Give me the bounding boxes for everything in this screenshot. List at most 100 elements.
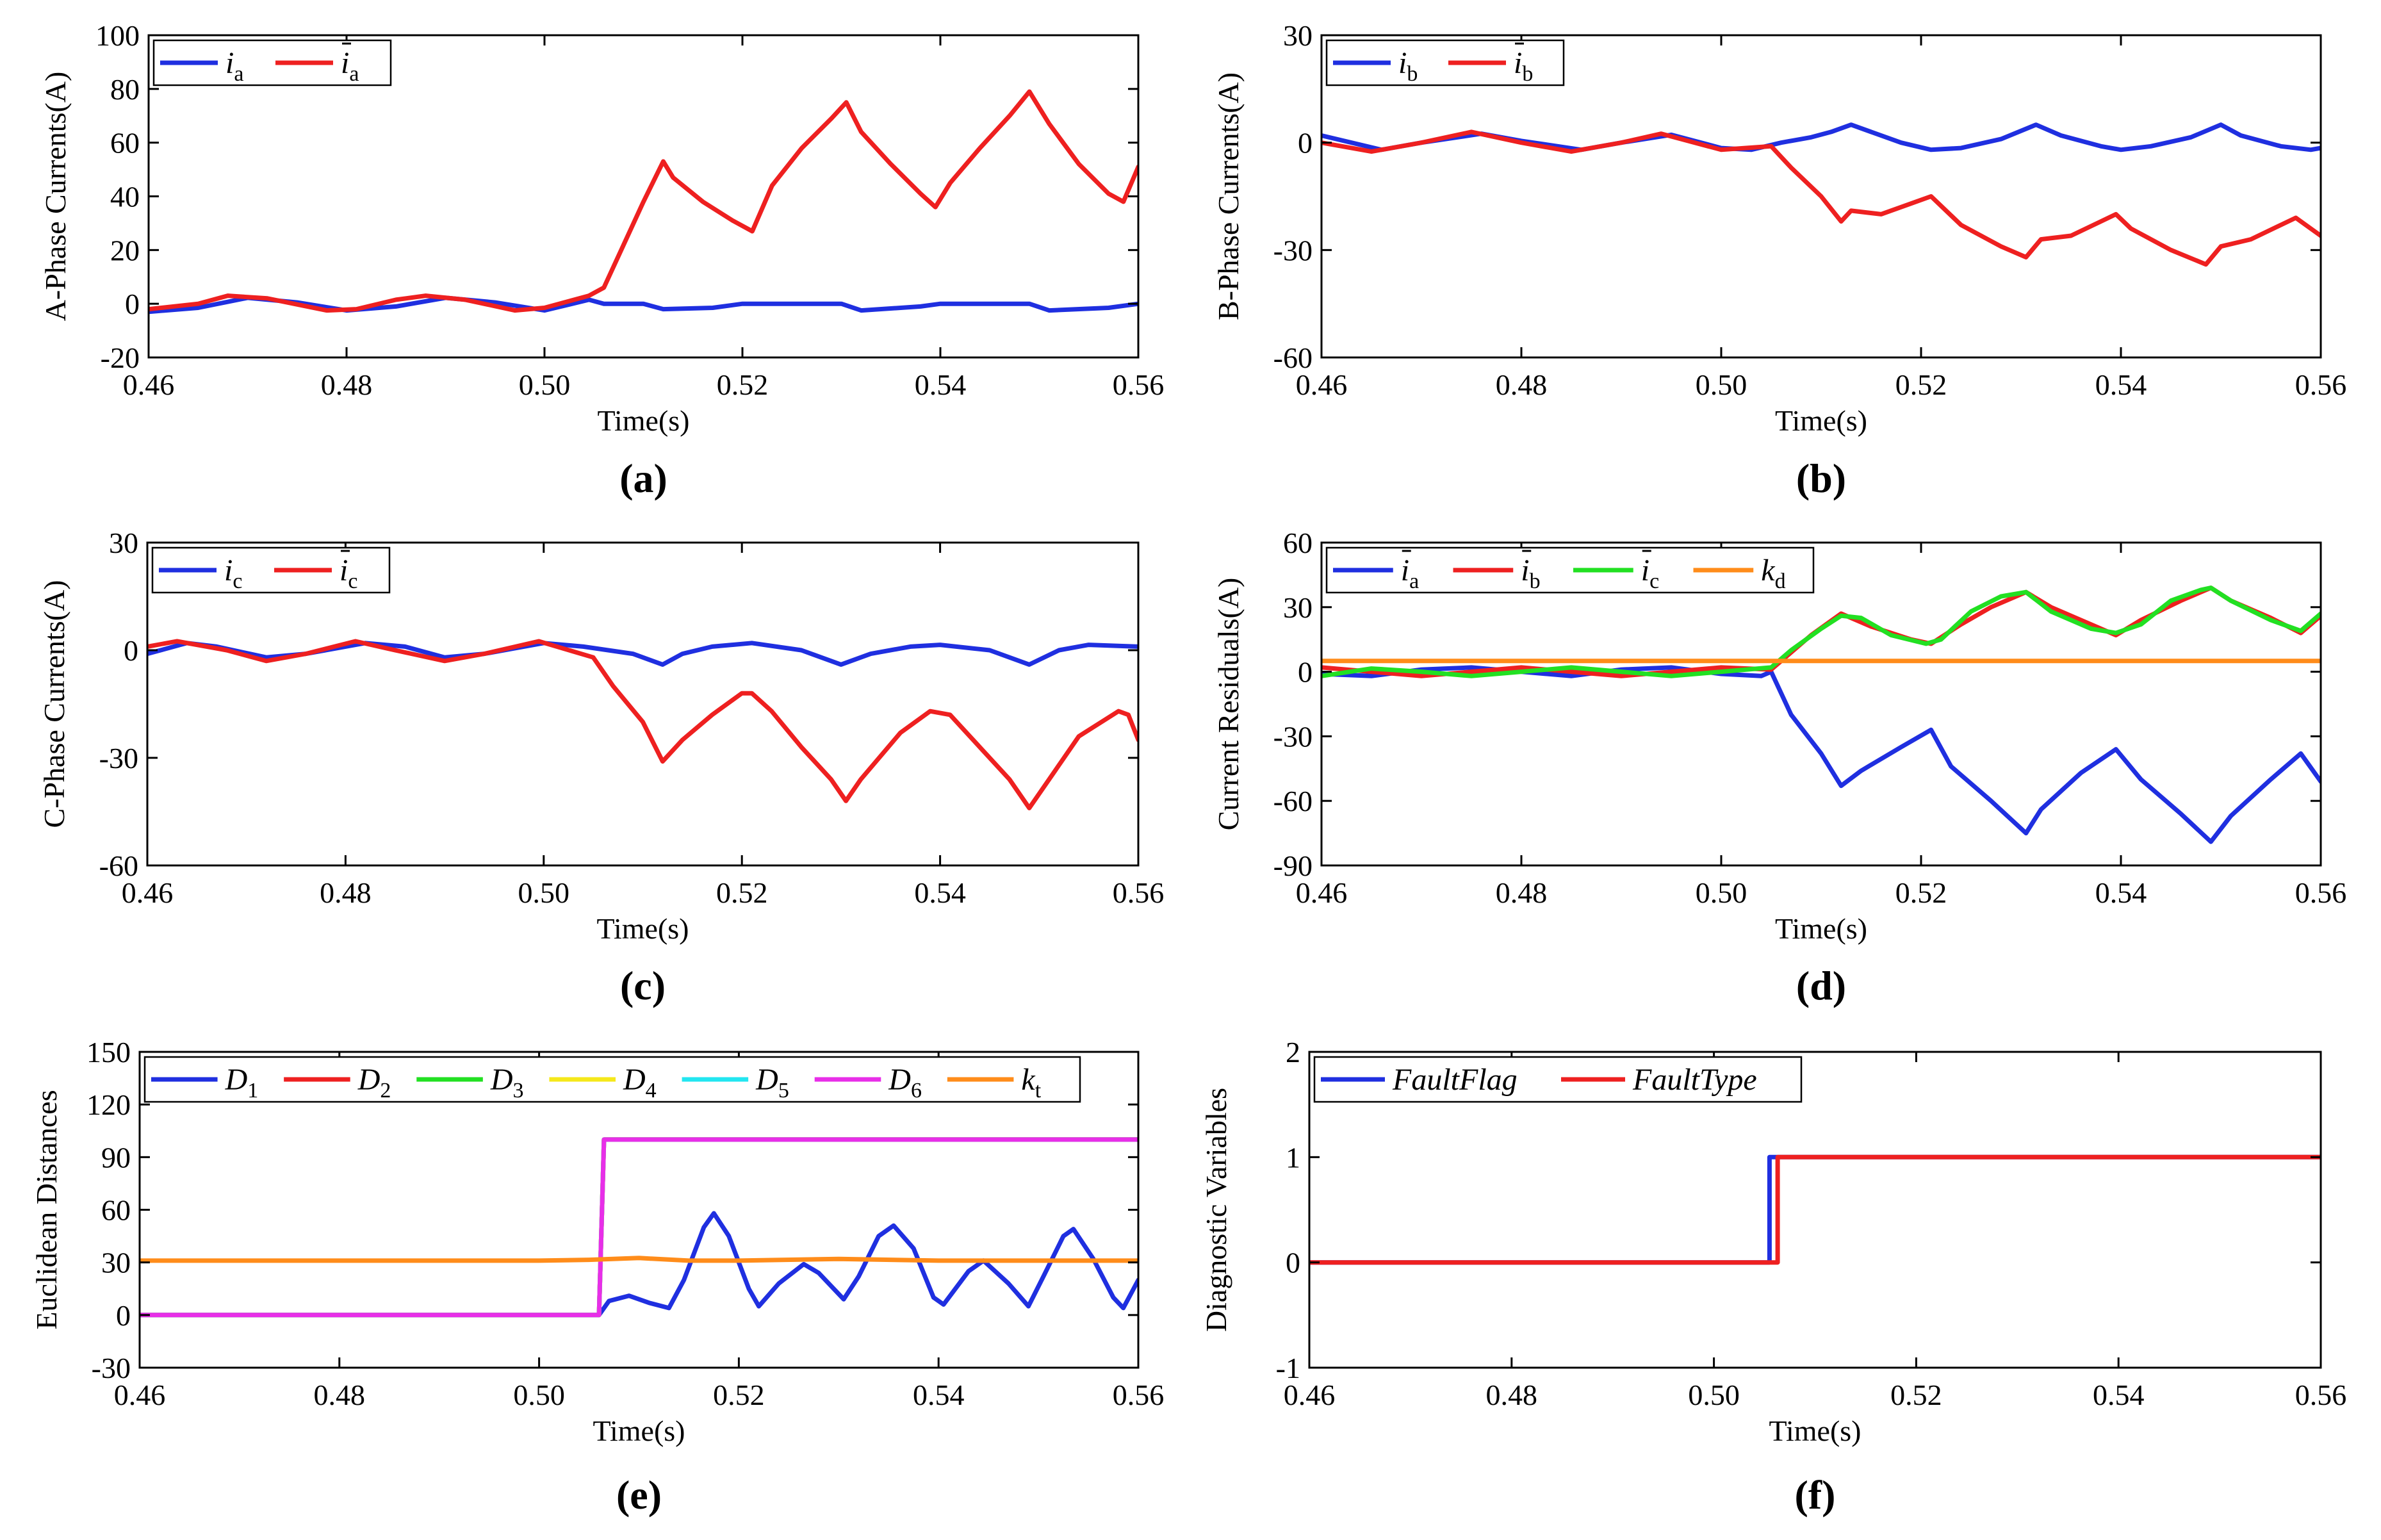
y-tick-label: 0 [1286,1247,1300,1279]
y-tick-label: 2 [1286,1036,1300,1069]
chart-panel-e: 0.46 0.48 0.50 0.52 0.54 0.56 -30 0 30 60 90 120 150… [30,1036,1164,1518]
y-tick-label: -30 [92,1352,131,1384]
chart-panel-d: 0.46 0.48 0.50 0.52 0.54 0.56 -90 -60 -30 0 30 60 Ti… [1212,527,2346,1008]
legend-label: FaultFlag [1392,1063,1518,1097]
series-line-5 [140,1137,1138,1318]
y-tick-label: 80 [110,73,140,106]
x-tick-label: 0.52 [1895,876,1947,909]
y-tick-label: 90 [101,1141,131,1174]
y-axis-label: C-Phase Currents(A) [38,580,70,828]
legend-label: FaultType [1632,1063,1757,1097]
y-tick-label: 60 [1283,527,1313,559]
legend: ic ic [151,546,391,594]
y-axis-label: Euclidean Distances [30,1090,63,1329]
series-line-7 [140,1256,1138,1263]
x-tick-label: 0.56 [1113,876,1165,909]
plot-area [1321,122,2321,267]
x-axis-label: Time(s) [1775,404,1867,437]
legend-label: ia [225,46,243,86]
plot-area [149,89,1138,315]
legend-label: kd [1761,553,1785,593]
y-tick-label: 30 [1283,19,1313,52]
x-tick-label: 0.50 [1696,876,1747,909]
legend: D1 D2 D3 D4 D5 D6 kt [143,1056,1081,1103]
y-tick-label: -30 [1273,720,1313,753]
series-line-2 [149,89,1138,313]
panel-caption: (d) [1796,963,1846,1008]
x-tick-label: 0.52 [713,1379,765,1411]
y-tick-label: -30 [1273,234,1313,266]
legend-label: ib [1521,553,1540,593]
y-tick-label: -30 [99,742,138,774]
y-tick-label: 100 [95,19,140,52]
y-tick-label: 150 [86,1036,131,1069]
y-tick-label: 0 [125,288,140,320]
series-line-2 [1321,129,2321,267]
plot-area [1321,586,2321,844]
series-line-1 [1309,1154,2321,1265]
x-tick-label: 0.54 [915,368,967,401]
legend-label: ib [1398,46,1418,86]
series-line-1 [1321,122,2321,152]
plot-area [1309,1154,2321,1265]
legend-box [1313,1056,1803,1103]
legend-label: ic [224,553,242,593]
y-tick-label: -1 [1276,1352,1300,1384]
legend-label: ia [1401,553,1419,593]
x-tick-label: 0.50 [519,368,571,401]
series-line-3 [1321,586,2321,678]
x-tick-label: 0.54 [914,876,966,909]
x-tick-label: 0.50 [1688,1379,1740,1411]
x-tick-label: 0.54 [2095,368,2147,401]
x-tick-label: 0.52 [717,368,769,401]
panel-caption: (b) [1796,455,1846,501]
x-tick-label: 0.46 [1296,876,1348,909]
y-tick-label: 120 [86,1088,131,1121]
y-axis-label: Diagnostic Variables [1200,1088,1232,1332]
legend: FaultFlag FaultType [1313,1056,1803,1103]
x-tick-label: 0.56 [2295,1379,2347,1411]
x-axis-label: Time(s) [1775,912,1867,945]
x-tick-label: 0.52 [1895,368,1947,401]
series-line-6 [140,1137,1138,1318]
series-line-2 [147,639,1138,810]
legend-label: kt [1021,1063,1041,1102]
x-tick-label: 0.50 [1696,368,1747,401]
x-tick-label: 0.48 [1496,876,1548,909]
x-tick-label: 0.56 [2295,368,2347,401]
x-tick-label: 0.46 [1296,368,1348,401]
legend: ia ia [152,39,392,86]
y-tick-label: 40 [110,181,140,213]
x-tick-label: 0.52 [1890,1379,1942,1411]
legend-label: ic [340,553,357,593]
y-axis-label: B-Phase Currents(A) [1212,72,1245,320]
series-line-3 [140,1137,1138,1318]
y-tick-label: -60 [99,849,138,882]
plot-frame [1320,541,2322,867]
x-tick-label: 0.46 [1284,1379,1336,1411]
plot-frame [1320,34,2322,359]
series-line-4 [140,1137,1138,1318]
x-tick-label: 0.54 [2093,1379,2145,1411]
y-tick-label: 0 [1298,656,1313,689]
y-tick-label: 30 [101,1247,131,1279]
x-tick-label: 0.48 [314,1379,366,1411]
x-axis-label: Time(s) [1769,1414,1861,1447]
legend: ib ib [1325,39,1565,86]
legend-label: ib [1514,46,1533,86]
legend-label: D3 [490,1063,524,1102]
x-tick-label: 0.48 [1496,368,1548,401]
plot-area [140,1137,1138,1318]
x-tick-label: 0.46 [123,368,175,401]
legend-label: D5 [755,1063,789,1102]
y-tick-label: -90 [1273,849,1313,882]
y-tick-label: 60 [101,1194,131,1227]
x-tick-label: 0.48 [321,368,373,401]
legend-label: D4 [623,1063,657,1102]
y-tick-label: 1 [1286,1141,1300,1174]
legend: ia ib ic kd [1325,546,1815,594]
x-tick-label: 0.46 [114,1379,166,1411]
y-tick-label: 30 [109,527,138,559]
x-tick-label: 0.56 [2295,876,2347,909]
panel-caption: (f) [1795,1472,1836,1518]
